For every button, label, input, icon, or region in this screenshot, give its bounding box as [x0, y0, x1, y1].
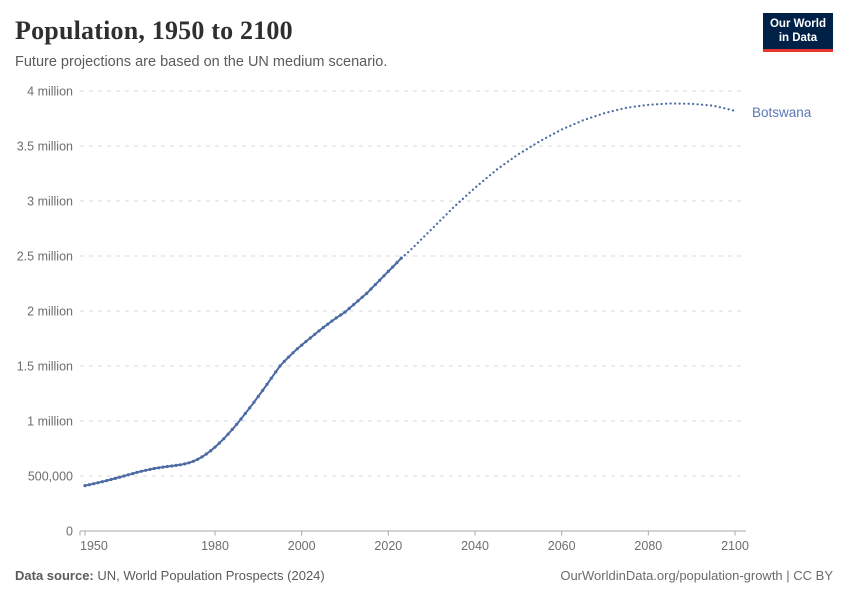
owid-logo-line2: in Data	[778, 31, 818, 44]
x-tick-label: 2000	[288, 539, 316, 553]
owid-logo[interactable]: Our World in Data	[762, 13, 833, 52]
y-tick-label: 1.5 million	[17, 360, 73, 374]
footer-link[interactable]: OurWorldinData.org/population-growth | C…	[560, 568, 833, 583]
chart-footer: Data source: UN, World Population Prospe…	[15, 568, 833, 583]
historical-markers	[83, 256, 403, 488]
projection-line[interactable]	[400, 102, 737, 260]
x-tick-label: 2060	[548, 539, 576, 553]
y-tick-label: 1 million	[27, 415, 73, 429]
data-source-note: Data source: UN, World Population Prospe…	[15, 568, 325, 583]
data-source-label: Data source:	[15, 568, 94, 583]
chart-title: Population, 1950 to 2100	[15, 16, 293, 45]
y-tick-label: 3 million	[27, 195, 73, 209]
y-tick-label: 3.5 million	[17, 140, 73, 154]
x-tick-label: 2040	[461, 539, 489, 553]
x-tick-label: 1950	[80, 539, 108, 553]
y-tick-label: 0	[66, 525, 73, 539]
x-axis-labels: 1950 1980 2000 2020 2040 2060 2080 2100	[80, 539, 749, 553]
data-source-text: UN, World Population Prospects (2024)	[93, 568, 325, 583]
y-tick-label: 2 million	[27, 305, 73, 319]
x-tick-label: 2080	[634, 539, 662, 553]
x-axis	[79, 530, 746, 536]
owid-logo-line1: Our World	[769, 18, 826, 30]
x-tick-label: 1980	[201, 539, 229, 553]
chart-subtitle: Future projections are based on the UN m…	[15, 54, 388, 70]
y-tick-label: 2.5 million	[17, 250, 73, 264]
entity-label[interactable]: Botswana	[752, 105, 812, 120]
y-gridlines	[80, 90, 745, 477]
x-tick-label: 2100	[721, 539, 749, 553]
y-tick-label: 4 million	[27, 85, 73, 99]
y-tick-label: 500,000	[28, 470, 73, 484]
x-tick-label: 2020	[374, 539, 402, 553]
y-axis-labels: 0 500,000 1 million 1.5 million 2 million 2.5…	[17, 85, 73, 539]
